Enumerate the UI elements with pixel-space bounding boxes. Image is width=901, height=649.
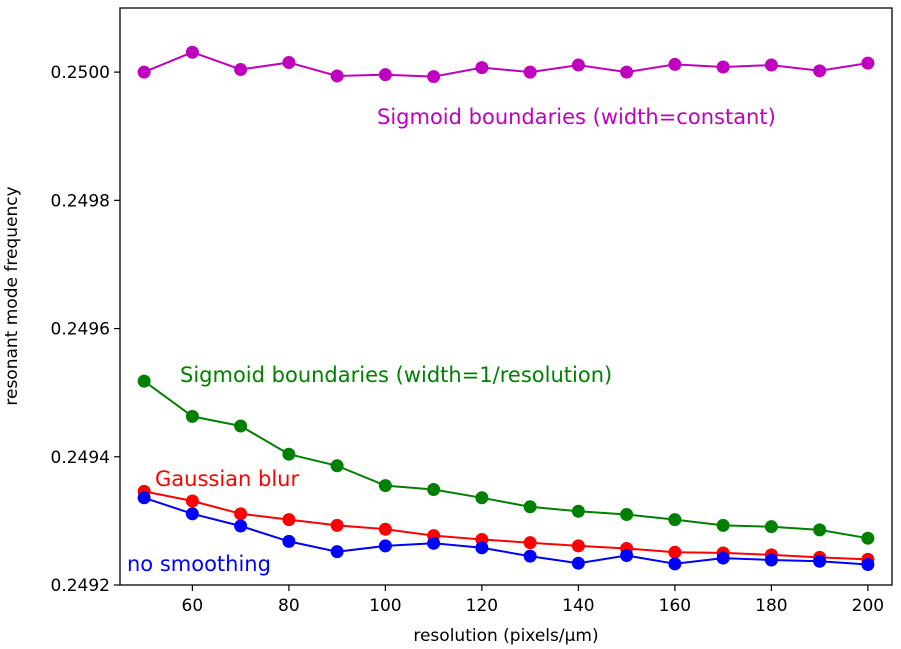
data-point bbox=[861, 531, 875, 545]
series-label: Sigmoid boundaries (width=constant) bbox=[377, 105, 776, 129]
series-line bbox=[143, 51, 869, 78]
data-point bbox=[137, 65, 151, 79]
data-point bbox=[716, 551, 730, 565]
data-point bbox=[571, 58, 585, 72]
data-point bbox=[475, 541, 489, 555]
series-line bbox=[143, 496, 868, 566]
y-axis-label: resonant mode frequency bbox=[2, 186, 22, 405]
x-tick-label: 120 bbox=[466, 596, 498, 616]
data-point bbox=[185, 494, 199, 508]
labels-layer: Sigmoid boundaries (width=constant) Sigmo… bbox=[127, 105, 776, 576]
data-point bbox=[861, 557, 875, 571]
data-point bbox=[475, 491, 489, 505]
data-point bbox=[861, 56, 875, 70]
series-line bbox=[143, 380, 869, 540]
data-point bbox=[668, 513, 682, 527]
data-point bbox=[282, 513, 296, 527]
x-tick-label: 100 bbox=[369, 596, 401, 616]
y-tick-label: 0.2496 bbox=[51, 320, 110, 340]
data-point bbox=[330, 545, 344, 559]
series-line bbox=[143, 490, 868, 561]
data-point bbox=[427, 482, 441, 496]
data-point bbox=[668, 545, 682, 559]
data-point bbox=[523, 536, 537, 550]
data-point bbox=[185, 45, 199, 59]
series-label: no smoothing bbox=[127, 552, 271, 576]
data-point bbox=[668, 557, 682, 571]
data-point bbox=[378, 539, 392, 553]
x-tick-label: 160 bbox=[659, 596, 691, 616]
data-point bbox=[427, 70, 441, 84]
y-tick-label: 0.2492 bbox=[51, 576, 110, 596]
data-point bbox=[234, 519, 248, 533]
series-0 bbox=[137, 45, 875, 84]
plot-frame bbox=[119, 7, 893, 586]
x-tick-label: 180 bbox=[755, 596, 787, 616]
data-point bbox=[234, 419, 248, 433]
data-point bbox=[764, 553, 778, 567]
y-tick-label: 0.2498 bbox=[51, 191, 110, 211]
series-label: Gaussian blur bbox=[155, 467, 299, 491]
data-point bbox=[378, 522, 392, 536]
data-point bbox=[523, 500, 537, 514]
series-layer bbox=[137, 45, 875, 571]
data-point bbox=[137, 374, 151, 388]
x-tick-label: 60 bbox=[182, 596, 204, 616]
data-point bbox=[234, 507, 248, 521]
x-axis-label: resolution (pixels/μm) bbox=[413, 626, 598, 646]
data-point bbox=[813, 523, 827, 537]
ticks-layer: 60 80 100 120 140 160 180 200 0.2492 0.2494 0.2496… bbox=[51, 63, 885, 616]
series-label: Sigmoid boundaries (width=1/resolution) bbox=[180, 363, 612, 387]
data-point bbox=[571, 556, 585, 570]
series-1 bbox=[137, 374, 875, 545]
data-point bbox=[523, 549, 537, 563]
x-tick-label: 200 bbox=[852, 596, 884, 616]
data-point bbox=[475, 61, 489, 75]
data-point bbox=[716, 518, 730, 532]
data-point bbox=[282, 534, 296, 548]
x-tick-label: 80 bbox=[278, 596, 300, 616]
x-tick-label: 140 bbox=[562, 596, 594, 616]
data-point bbox=[764, 520, 778, 534]
data-point bbox=[620, 65, 634, 79]
data-point bbox=[523, 65, 537, 79]
data-point bbox=[813, 554, 827, 568]
data-point bbox=[571, 504, 585, 518]
y-tick-label: 0.2494 bbox=[51, 448, 110, 468]
data-point bbox=[764, 58, 778, 72]
data-point bbox=[282, 447, 296, 461]
data-point bbox=[378, 68, 392, 82]
y-tick-label: 0.2500 bbox=[51, 63, 110, 83]
data-point bbox=[620, 549, 634, 563]
data-point bbox=[813, 64, 827, 78]
data-point bbox=[282, 55, 296, 69]
data-point bbox=[330, 459, 344, 473]
data-point bbox=[378, 479, 392, 493]
data-point bbox=[427, 536, 441, 550]
data-point bbox=[330, 518, 344, 532]
data-point bbox=[137, 491, 151, 505]
data-point bbox=[330, 69, 344, 83]
data-point bbox=[620, 507, 634, 521]
data-point bbox=[185, 507, 199, 521]
data-point bbox=[185, 409, 199, 423]
series-3 bbox=[137, 491, 875, 571]
data-point bbox=[668, 57, 682, 71]
data-point bbox=[716, 60, 730, 74]
data-point bbox=[234, 63, 248, 77]
data-point bbox=[571, 539, 585, 553]
